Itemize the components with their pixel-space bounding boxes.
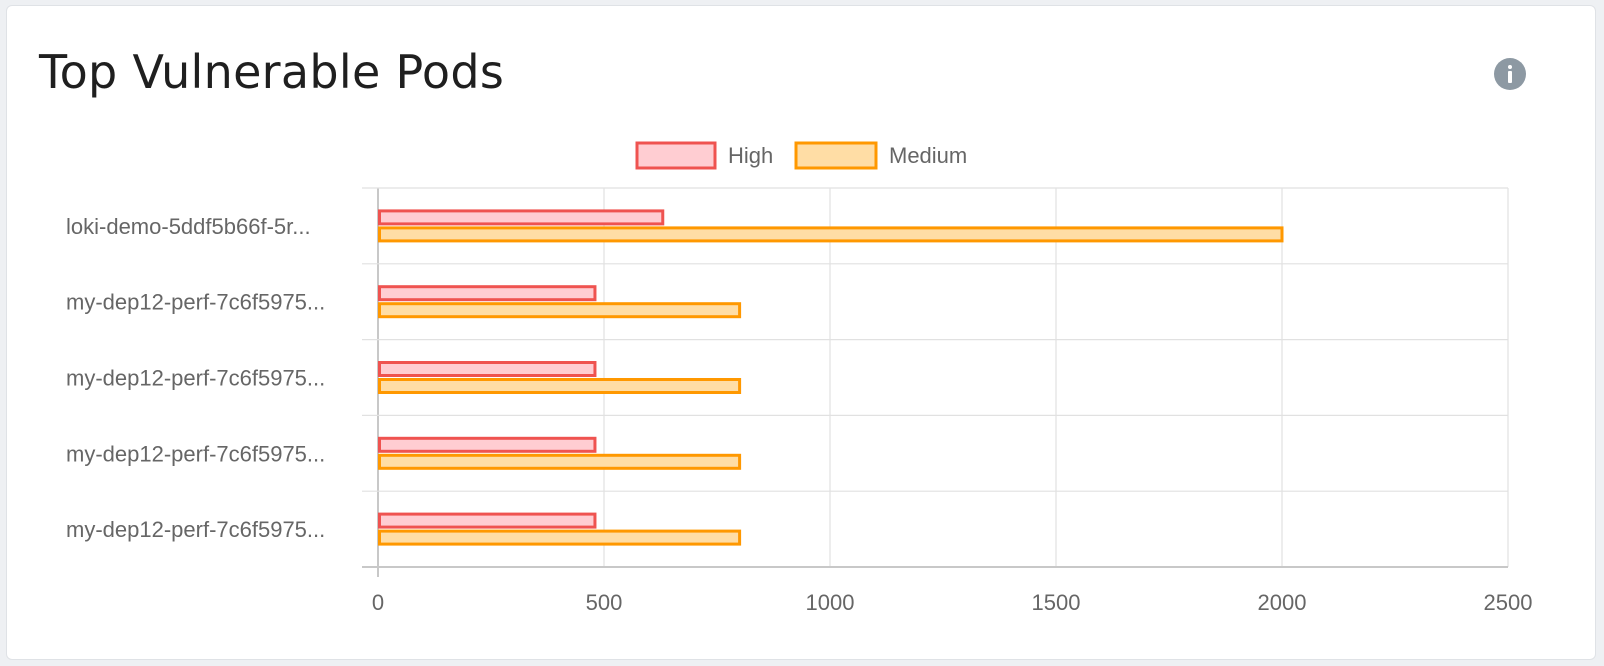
x-tick-label: 2000 (1258, 590, 1307, 615)
info-icon[interactable] (1494, 58, 1526, 90)
bar-medium[interactable] (378, 378, 742, 394)
card-title: Top Vulnerable Pods (39, 45, 505, 99)
legend-label-high[interactable]: High (728, 143, 773, 168)
bar-high[interactable] (378, 512, 597, 529)
legend-swatch-medium[interactable] (794, 141, 878, 170)
pod-label[interactable]: my-dep12-perf-7c6f5975... (66, 441, 325, 466)
pod-label[interactable]: my-dep12-perf-7c6f5975... (66, 366, 325, 391)
legend-label-medium[interactable]: Medium (889, 143, 967, 168)
bar-high[interactable] (378, 436, 597, 453)
bar-medium[interactable] (378, 226, 1284, 243)
x-tick-label: 500 (586, 590, 623, 615)
pod-label[interactable]: my-dep12-perf-7c6f5975... (66, 517, 325, 542)
info-icon-dot (1508, 65, 1512, 69)
bar-high[interactable] (378, 361, 597, 377)
vulnerable-pods-card: Top Vulnerable Pods (6, 5, 1596, 660)
pod-label[interactable]: my-dep12-perf-7c6f5975... (66, 290, 325, 315)
x-tick-label: 1000 (806, 590, 855, 615)
bar-medium[interactable] (378, 302, 742, 319)
x-tick-label: 0 (372, 590, 384, 615)
bar-medium[interactable] (378, 453, 742, 470)
info-icon-bar (1508, 71, 1512, 83)
bar-medium[interactable] (378, 529, 742, 546)
x-tick-label: 2500 (1484, 590, 1533, 615)
bar-high[interactable] (378, 285, 597, 302)
legend-swatch-high[interactable] (635, 141, 717, 170)
x-tick-label: 1500 (1032, 590, 1081, 615)
bar-high[interactable] (378, 209, 665, 226)
pod-label[interactable]: loki-demo-5ddf5b66f-5r... (66, 214, 311, 239)
